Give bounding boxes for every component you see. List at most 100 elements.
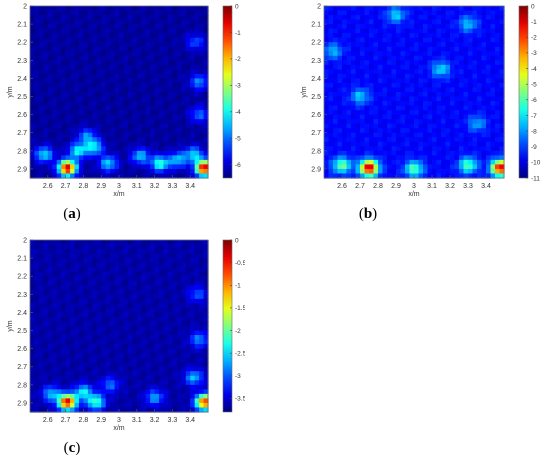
heatmap-cell [78,389,84,395]
heatmap-cell [400,164,406,170]
heatmap-cell [47,24,53,30]
heatmap-cell [176,289,182,295]
heatmap-cell [141,276,147,282]
heatmap-cell [136,10,142,16]
heatmap-cell [360,33,366,39]
heatmap-cell [114,357,120,363]
heatmap-cell [445,123,451,129]
heatmap-cell [427,155,433,161]
heatmap-cell [459,168,465,175]
heatmap-cell [145,298,151,304]
heatmap-cell [382,92,388,98]
heatmap-cell [468,51,474,57]
heatmap-cell [405,119,411,125]
heatmap-cell [203,15,209,21]
heatmap-cell [203,330,209,336]
heatmap-cell [43,366,49,372]
heatmap-cell [92,240,98,246]
heatmap-cell [477,69,483,75]
heatmap-cell [56,64,62,70]
heatmap-cell [364,15,370,21]
heatmap-cell [61,335,67,341]
heatmap-cell [378,96,384,102]
heatmap-cell [499,60,505,66]
heatmap-cell [167,105,173,111]
heatmap-cell [337,37,343,43]
heatmap-cell [190,10,196,16]
heatmap-cell [132,132,138,138]
heatmap-cell [337,137,343,143]
heatmap-cell [499,46,505,52]
heatmap-cell [56,280,62,286]
heatmap-cell [110,159,116,166]
heatmap-cell [145,240,151,246]
heatmap-cell [328,69,334,75]
heatmap-cell [96,398,102,404]
heatmap-cell [132,96,138,102]
heatmap-cell [185,253,191,259]
heatmap-cell [441,42,447,48]
heatmap-cell [70,42,76,48]
heatmap-cell [43,101,49,107]
heatmap-cell [418,73,424,80]
heatmap-cell [43,123,49,129]
heatmap-cell [70,307,76,314]
heatmap-cell [490,132,496,138]
heatmap-cell [78,339,84,345]
colorbar-tick-label: -2 [531,35,537,42]
heatmap-cell [132,42,138,48]
heatmap-cell [145,244,151,250]
heatmap-cell [203,362,209,368]
heatmap-cell [454,173,460,179]
heatmap-cell [52,159,58,166]
heatmap-cell [436,69,442,75]
heatmap-cell [432,82,438,89]
heatmap-cell [369,168,375,175]
heatmap-cell [34,362,40,368]
heatmap-cell [364,24,370,30]
heatmap-cell [150,6,156,12]
heatmap-cell [194,73,200,80]
heatmap-cell [119,307,125,314]
heatmap-cell [110,105,116,111]
heatmap-cell [119,33,125,39]
heatmap-cell [145,366,151,372]
heatmap-cell [87,303,93,309]
heatmap-cell [154,159,160,166]
heatmap-cell [92,28,98,34]
heatmap-cell [194,276,200,282]
heatmap-cell [181,357,187,363]
heatmap-cell [324,15,330,21]
heatmap-cell [110,384,116,390]
heatmap-cell [409,33,415,39]
heatmap-cell [110,303,116,309]
heatmap-cell [141,155,147,161]
heatmap-cell [141,87,147,93]
heatmap-cells [30,240,209,413]
heatmap-cell [477,123,483,129]
heatmap-cell [154,37,160,43]
heatmap-cell [96,101,102,107]
heatmap-cell [141,267,147,273]
heatmap-cell [190,348,196,354]
heatmap-cell [360,164,366,170]
heatmap-cell [382,64,388,70]
heatmap-cell [127,137,133,143]
heatmap-cell [38,307,44,314]
heatmap-cell [110,101,116,107]
heatmap-cell [194,159,200,166]
heatmap-cell [436,141,442,147]
heatmap-cell [373,64,379,70]
heatmap-cell [337,128,343,134]
heatmap-cell [418,19,424,25]
heatmap-cell [337,146,343,152]
heatmap-cell [136,380,142,386]
heatmap-cell [387,96,393,102]
heatmap-cell [405,123,411,129]
heatmap-cell [145,362,151,368]
heatmap-cell [418,92,424,98]
heatmap-cell [110,267,116,273]
colorbar-tick-label: -6 [235,162,241,169]
heatmap-cell [324,42,330,48]
heatmap-cell [34,316,40,323]
